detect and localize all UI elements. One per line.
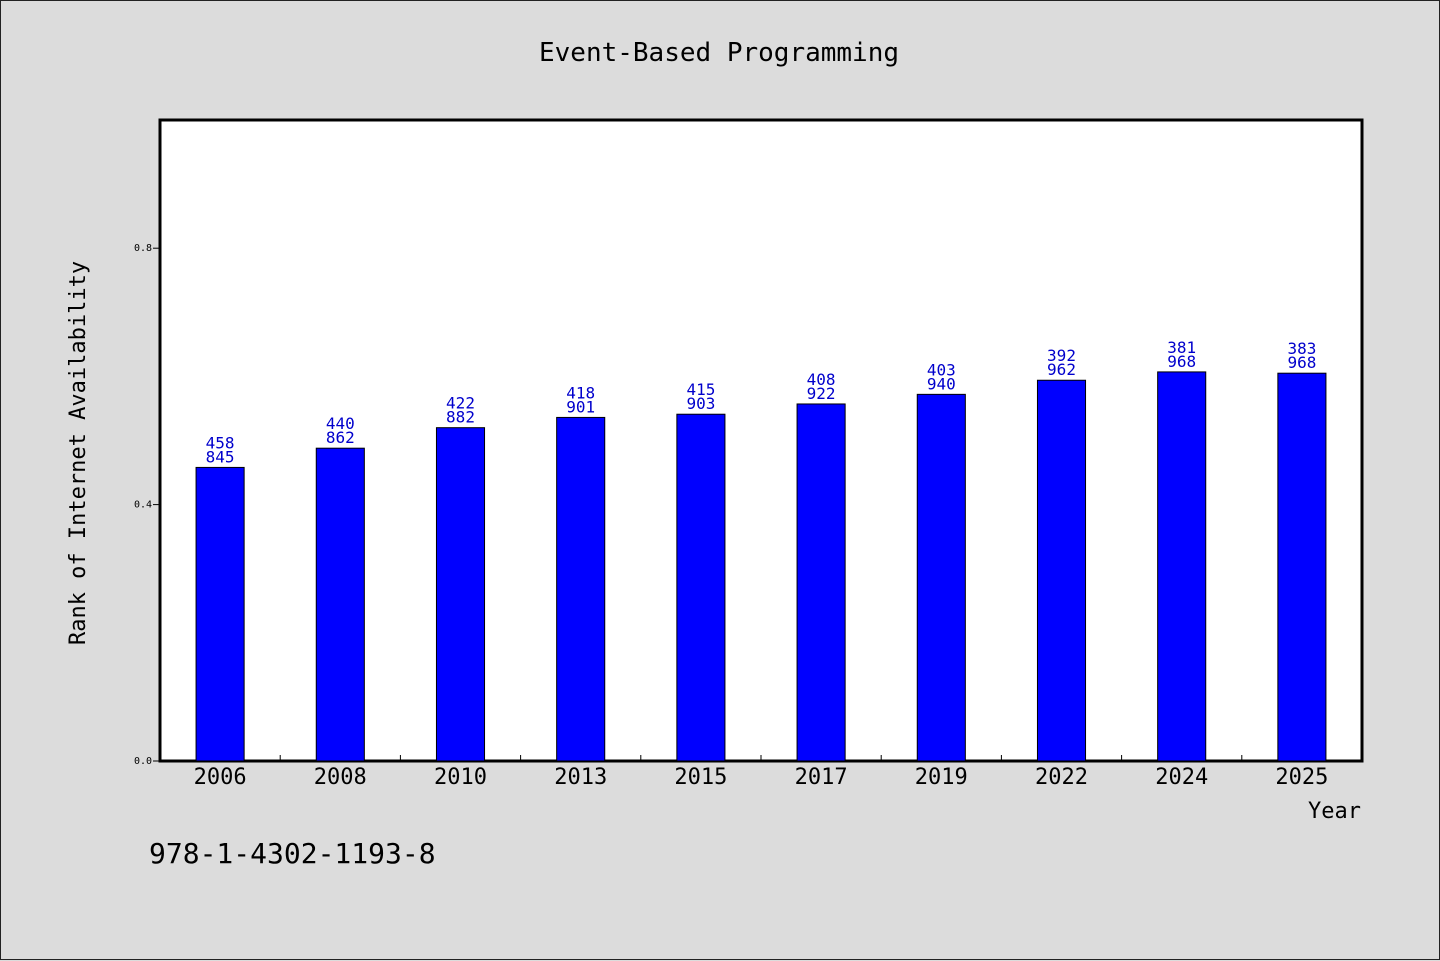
bar (315, 447, 365, 762)
y-tick-label: 0.4 (134, 500, 152, 511)
bar-label-top: 458 (206, 433, 235, 452)
bar (435, 427, 486, 762)
bar-label-bottom: 845 (206, 447, 235, 466)
bar-label-top: 440 (326, 414, 355, 433)
y-axis: 0.0 0.4 0.8 (134, 243, 160, 767)
bar-label-top: 403 (927, 360, 956, 379)
bar-label-top: 381 (1167, 338, 1196, 357)
bar-label-bottom: 882 (446, 408, 475, 427)
x-axis: 2006 2008 2010 2013 2015 2017 2019 2022 2024 2025 (194, 755, 1328, 790)
bar (1157, 371, 1207, 762)
x-tick-label: 2010 (434, 765, 487, 790)
bar-label-bottom: 940 (927, 374, 956, 393)
bar (1277, 372, 1327, 762)
bar (676, 413, 726, 762)
x-tick-label: 2013 (554, 765, 607, 790)
x-tick-label: 2024 (1155, 765, 1208, 790)
x-tick-label: 2025 (1275, 765, 1328, 790)
bar-label-top: 408 (807, 370, 836, 389)
x-tick-label: 2019 (915, 765, 968, 790)
bar (195, 466, 245, 762)
x-tick-label: 2008 (314, 765, 367, 790)
bar (1036, 379, 1087, 762)
y-tick-label: 0.8 (134, 243, 152, 254)
bar-series (195, 371, 1327, 762)
bar-label-bottom: 968 (1287, 353, 1316, 372)
y-tick-label: 0.0 (134, 756, 152, 767)
bar (916, 393, 966, 762)
bar-label-top: 383 (1287, 339, 1316, 358)
bar (556, 416, 606, 762)
isbn-annotation: 978-1-4302-1193-8 (149, 837, 436, 870)
bar (796, 403, 846, 762)
x-tick-label: 2017 (795, 765, 848, 790)
bar-label-bottom: 922 (807, 384, 836, 403)
bar-label-bottom: 968 (1167, 352, 1196, 371)
x-tick-label: 2015 (674, 765, 727, 790)
data-labels: 4588454408624228824189014159034089224039… (206, 338, 1317, 467)
bar-label-bottom: 862 (326, 428, 355, 447)
x-tick-label: 2022 (1035, 765, 1088, 790)
y-axis-label: Rank of Internet Availability (66, 261, 91, 645)
bar-label-top: 422 (446, 394, 475, 413)
bar-label-bottom: 962 (1047, 360, 1076, 379)
chart-title: Event-Based Programming (539, 38, 899, 68)
bar-label-bottom: 903 (686, 394, 715, 413)
bar-label-top: 415 (686, 380, 715, 399)
bar-label-top: 392 (1047, 346, 1076, 365)
x-axis-label: Year (1308, 799, 1361, 824)
x-tick-label: 2006 (194, 765, 247, 790)
bar-label-top: 418 (566, 383, 595, 402)
bar-label-bottom: 901 (566, 397, 595, 416)
